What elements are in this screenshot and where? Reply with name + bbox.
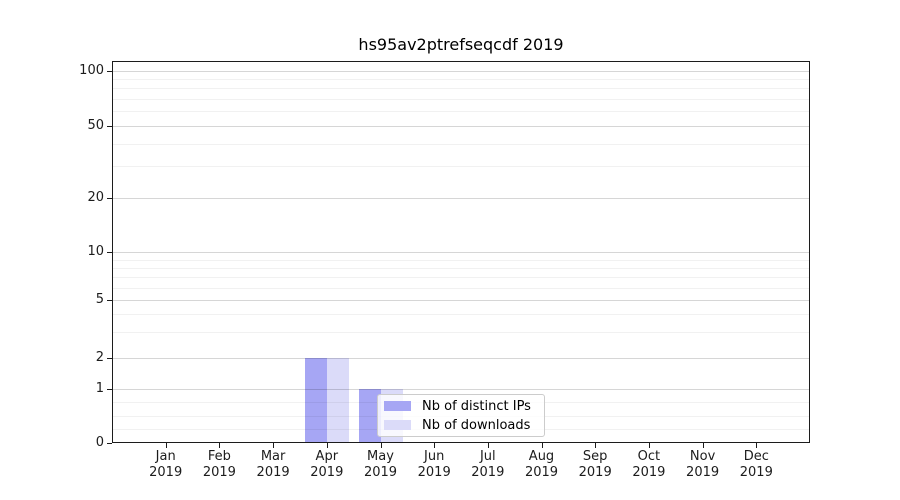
x-tick-dec bbox=[756, 443, 758, 448]
legend-swatch-downloads bbox=[384, 420, 411, 430]
x-label-year: 2019 bbox=[417, 464, 451, 480]
y-tick-1 bbox=[107, 388, 112, 390]
x-tick-label-nov: Nov 2019 bbox=[668, 449, 738, 480]
y-tick-label-20: 20 bbox=[87, 190, 104, 206]
x-label-month: Jun bbox=[424, 449, 445, 464]
x-label-month: Jul bbox=[479, 449, 496, 464]
x-label-year: 2019 bbox=[471, 464, 505, 480]
gridline-minor-y-70 bbox=[113, 99, 809, 101]
legend: Nb of distinct IPs Nb of downloads bbox=[377, 394, 545, 437]
y-tick-label-100: 100 bbox=[79, 62, 104, 78]
x-tick-label-jun: Jun 2019 bbox=[399, 449, 469, 480]
x-label-month: Sep bbox=[582, 449, 608, 464]
x-label-month: Dec bbox=[743, 449, 769, 464]
x-tick-label-sep: Sep 2019 bbox=[560, 449, 630, 480]
gridline-minor-y-9 bbox=[113, 259, 809, 261]
y-tick-100 bbox=[107, 70, 112, 72]
x-tick-apr bbox=[326, 443, 328, 448]
x-tick-label-feb: Feb 2019 bbox=[184, 449, 254, 480]
gridline-y-10 bbox=[113, 252, 809, 254]
gridline-minor-y-7 bbox=[113, 277, 809, 278]
x-tick-feb bbox=[219, 443, 221, 448]
y-tick-50 bbox=[107, 125, 112, 127]
x-tick-label-jul: Jul 2019 bbox=[453, 449, 523, 480]
x-tick-nov bbox=[702, 443, 704, 448]
y-tick-20 bbox=[107, 198, 112, 200]
x-tick-label-mar: Mar 2019 bbox=[238, 449, 308, 480]
x-label-month: Aug bbox=[528, 449, 555, 464]
gridline-minor-y-80 bbox=[113, 88, 809, 90]
x-tick-jul bbox=[487, 443, 489, 448]
x-label-month: Apr bbox=[315, 449, 339, 464]
y-tick-label-50: 50 bbox=[87, 117, 104, 133]
x-label-month: Oct bbox=[637, 449, 661, 464]
x-label-month: May bbox=[367, 449, 394, 464]
y-tick-2 bbox=[107, 358, 112, 359]
legend-row-downloads: Nb of downloads bbox=[384, 417, 538, 434]
x-label-year: 2019 bbox=[739, 464, 773, 480]
gridline-y-5 bbox=[113, 300, 809, 302]
x-tick-sep bbox=[595, 443, 597, 448]
x-tick-label-jan: Jan 2019 bbox=[131, 449, 201, 480]
legend-label-downloads: Nb of downloads bbox=[422, 417, 531, 433]
y-tick-5 bbox=[107, 300, 112, 302]
gridline-y-50 bbox=[113, 125, 809, 127]
bar-may-distinct-ips bbox=[358, 388, 381, 442]
legend-row-distinct-ips: Nb of distinct IPs bbox=[384, 398, 538, 415]
x-label-year: 2019 bbox=[578, 464, 612, 480]
x-tick-label-aug: Aug 2019 bbox=[507, 449, 577, 480]
x-label-month: Mar bbox=[260, 449, 286, 464]
gridline-y-2 bbox=[113, 358, 809, 359]
x-tick-jun bbox=[434, 443, 436, 448]
x-label-year: 2019 bbox=[149, 464, 183, 480]
x-tick-label-may: May 2019 bbox=[346, 449, 416, 480]
x-tick-oct bbox=[648, 443, 650, 448]
x-label-year: 2019 bbox=[632, 464, 666, 480]
gridline-minor-y-40 bbox=[113, 143, 809, 145]
chart-title: hs95av2ptrefseqcdf 2019 bbox=[358, 35, 564, 54]
y-tick-10 bbox=[107, 252, 112, 254]
gridline-y-20 bbox=[113, 198, 809, 200]
gridline-minor-y-60 bbox=[113, 111, 809, 113]
x-tick-may bbox=[380, 443, 382, 448]
y-tick-0 bbox=[107, 443, 112, 444]
bar-apr-distinct-ips bbox=[304, 358, 327, 442]
x-tick-label-apr: Apr 2019 bbox=[292, 449, 362, 480]
x-label-year: 2019 bbox=[202, 464, 236, 480]
x-label-month: Jan bbox=[155, 449, 176, 464]
gridline-minor-y-8 bbox=[113, 267, 809, 269]
y-tick-label-2: 2 bbox=[95, 350, 104, 365]
y-tick-label-10: 10 bbox=[87, 244, 104, 260]
x-tick-mar bbox=[273, 443, 275, 448]
x-tick-jan bbox=[165, 443, 167, 448]
x-label-month: Feb bbox=[207, 449, 231, 464]
gridline-minor-y-4 bbox=[113, 314, 809, 316]
x-tick-label-oct: Oct 2019 bbox=[614, 449, 684, 480]
x-tick-aug bbox=[541, 443, 543, 448]
legend-label-distinct-ips: Nb of distinct IPs bbox=[422, 398, 531, 414]
x-label-year: 2019 bbox=[363, 464, 398, 480]
y-tick-label-1: 1 bbox=[95, 380, 104, 396]
x-label-year: 2019 bbox=[686, 464, 720, 480]
gridline-minor-y-6 bbox=[113, 287, 809, 289]
gridline-minor-y-30 bbox=[113, 166, 809, 168]
gridline-minor-y-90 bbox=[113, 79, 809, 80]
x-tick-label-dec: Dec 2019 bbox=[721, 449, 791, 480]
gridline-y-100 bbox=[113, 70, 809, 72]
bar-apr-downloads bbox=[326, 358, 349, 442]
x-label-year: 2019 bbox=[524, 464, 559, 480]
gridline-y-1 bbox=[113, 388, 809, 390]
legend-swatch-distinct-ips bbox=[384, 401, 411, 411]
x-label-month: Nov bbox=[689, 449, 716, 464]
y-tick-label-0: 0 bbox=[95, 435, 104, 450]
gridline-minor-y-3 bbox=[113, 332, 809, 334]
y-tick-label-5: 5 bbox=[95, 292, 104, 308]
x-label-year: 2019 bbox=[256, 464, 290, 480]
x-label-year: 2019 bbox=[310, 464, 344, 480]
